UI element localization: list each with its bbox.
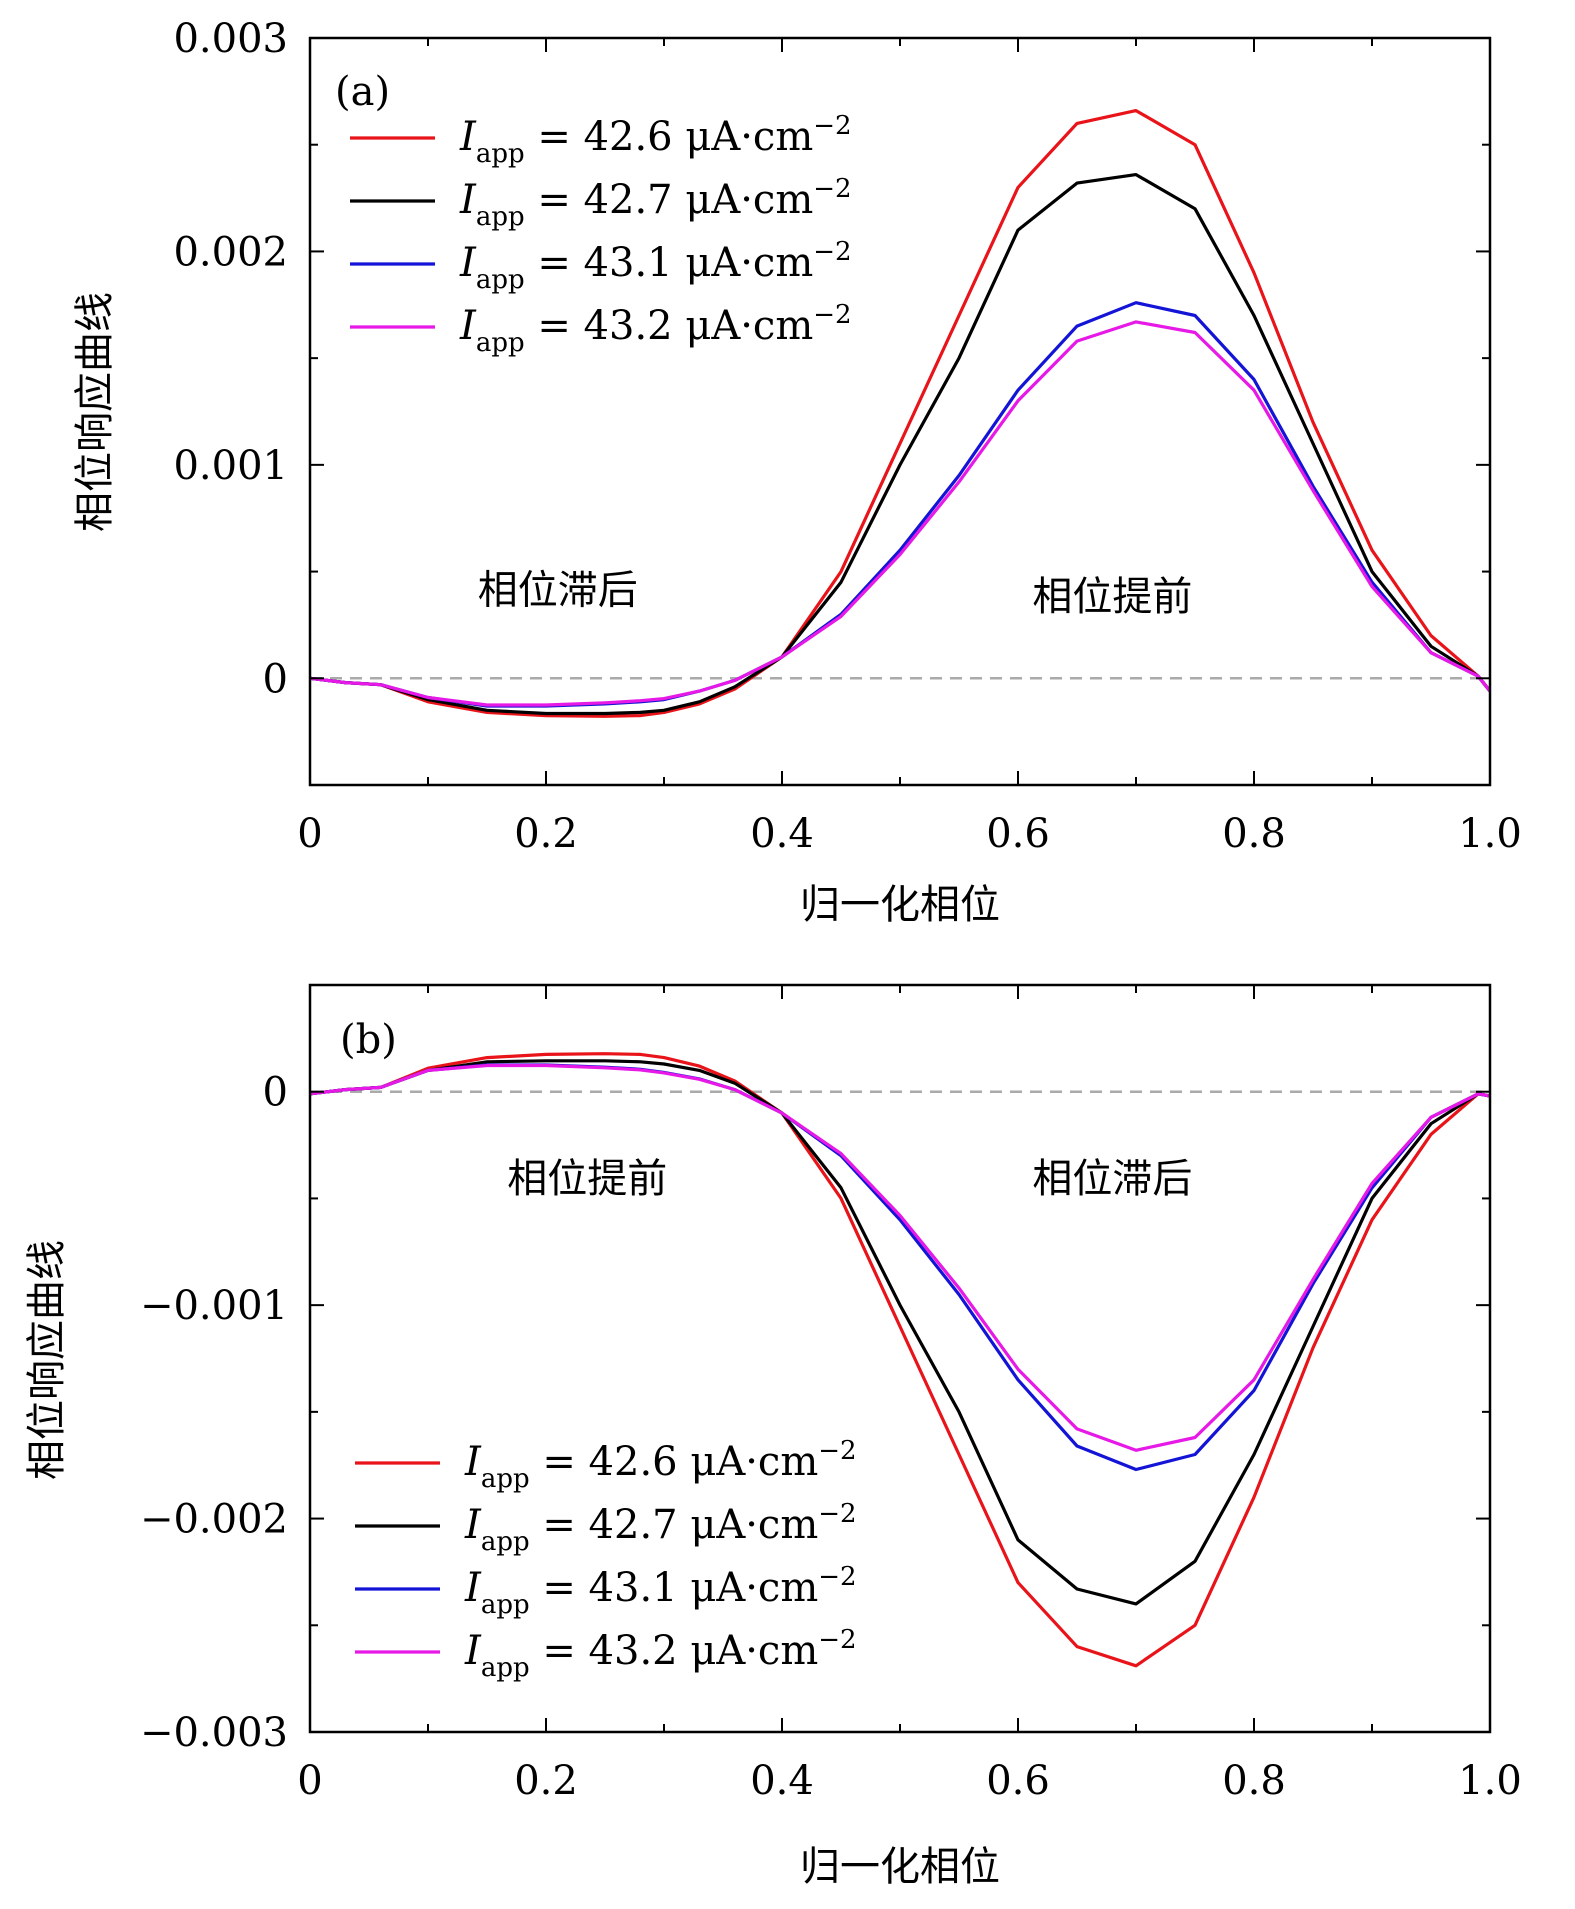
legend-superscript: −2 <box>818 1499 856 1529</box>
legend-symbol: I <box>459 114 477 160</box>
legend-value: = 42.7 μA·cm <box>530 1502 819 1548</box>
legend-value: = 42.6 μA·cm <box>525 114 814 160</box>
y-tick-label: 0.002 <box>173 229 288 275</box>
series-line-0 <box>310 1052 1490 1668</box>
series-line-3 <box>310 320 1490 707</box>
x-tick-label: 0.2 <box>514 811 578 857</box>
legend-subscript: app <box>476 265 525 295</box>
legend-entry: Iapp = 42.6 μA·cm−2 <box>459 111 852 169</box>
panel-label: (b) <box>340 1017 397 1063</box>
x-axis-label: 归一化相位 <box>800 882 1000 928</box>
y-tick-label: 0 <box>263 1070 288 1116</box>
legend-symbol: I <box>459 240 477 286</box>
x-axis-label: 归一化相位 <box>800 1844 1000 1890</box>
y-tick-label: 0.001 <box>173 443 288 489</box>
legend-symbol: I <box>464 1628 482 1674</box>
legend-symbol: I <box>459 303 477 349</box>
legend-subscript: app <box>481 1527 530 1557</box>
legend-superscript: −2 <box>818 1436 856 1466</box>
legend-superscript: −2 <box>813 174 851 204</box>
legend-value: = 43.2 μA·cm <box>525 303 814 349</box>
legend-entry: Iapp = 42.7 μA·cm−2 <box>459 174 852 232</box>
series-line-1 <box>310 1059 1490 1606</box>
x-tick-label: 1.0 <box>1458 811 1522 857</box>
legend-symbol: I <box>464 1439 482 1485</box>
legend-superscript: −2 <box>813 300 851 330</box>
legend-entry: Iapp = 43.1 μA·cm−2 <box>464 1562 857 1620</box>
x-tick-label: 0 <box>297 811 322 857</box>
y-axis-label: 相位响应曲线 <box>24 1240 70 1480</box>
legend-superscript: −2 <box>813 111 851 141</box>
phase-annotation: 相位提前 <box>1032 574 1192 620</box>
series-line-2 <box>310 1063 1490 1472</box>
legend-value: = 43.1 μA·cm <box>525 240 814 286</box>
legend-superscript: −2 <box>818 1562 856 1592</box>
x-tick-label: 0.2 <box>514 1758 578 1804</box>
x-tick-label: 0.6 <box>986 1758 1050 1804</box>
y-axis-label: 相位响应曲线 <box>72 292 118 532</box>
legend-subscript: app <box>481 1464 530 1494</box>
legend-entry: Iapp = 43.2 μA·cm−2 <box>459 300 852 358</box>
legend-subscript: app <box>476 139 525 169</box>
legend-entry: Iapp = 42.6 μA·cm−2 <box>464 1436 857 1494</box>
legend-entry: Iapp = 42.7 μA·cm−2 <box>464 1499 857 1557</box>
legend-subscript: app <box>476 202 525 232</box>
panel-label: (a) <box>335 69 390 115</box>
series-line-2 <box>310 301 1490 708</box>
x-tick-label: 1.0 <box>1458 1758 1522 1804</box>
legend-symbol: I <box>459 177 477 223</box>
phase-annotation: 相位滞后 <box>478 568 638 614</box>
panel-b: 0 0.2 0.4 0.6 0.8 1.0 0 −0.001 −0.002 −0.003 归一化相位… <box>24 983 1522 1890</box>
x-tick-label: 0.8 <box>1222 811 1286 857</box>
legend-value: = 43.1 μA·cm <box>530 1565 819 1611</box>
legend-value: = 43.2 μA·cm <box>530 1628 819 1674</box>
y-tick-label: 0.003 <box>173 16 288 62</box>
series-line-3 <box>310 1063 1490 1452</box>
y-tick-label: 0 <box>263 656 288 702</box>
legend-superscript: −2 <box>813 237 851 267</box>
series-line-1 <box>310 173 1490 716</box>
legend-subscript: app <box>481 1590 530 1620</box>
legend-symbol: I <box>464 1565 482 1611</box>
legend-superscript: −2 <box>818 1625 856 1655</box>
x-tick-label: 0.8 <box>1222 1758 1286 1804</box>
panel-a: 0 0.2 0.4 0.6 0.8 1.0 0 0.001 0.002 0.003 归一化相位 相位响… <box>72 16 1522 928</box>
legend-entry: Iapp = 43.2 μA·cm−2 <box>464 1625 857 1683</box>
legend-value: = 42.7 μA·cm <box>525 177 814 223</box>
x-tick-label: 0.4 <box>750 1758 814 1804</box>
phase-annotation: 相位滞后 <box>1032 1156 1192 1202</box>
legend-value: = 42.6 μA·cm <box>530 1439 819 1485</box>
y-tick-label: −0.002 <box>140 1497 288 1543</box>
y-tick-label: −0.001 <box>140 1283 288 1329</box>
x-tick-label: 0.6 <box>986 811 1050 857</box>
legend-subscript: app <box>476 328 525 358</box>
legend-symbol: I <box>464 1502 482 1548</box>
y-tick-label: −0.003 <box>140 1710 288 1756</box>
legend-subscript: app <box>481 1653 530 1683</box>
phase-annotation: 相位提前 <box>507 1156 667 1202</box>
x-tick-label: 0.4 <box>750 811 814 857</box>
series-line-0 <box>310 109 1490 718</box>
x-tick-label: 0 <box>297 1758 322 1804</box>
legend-entry: Iapp = 43.1 μA·cm−2 <box>459 237 852 295</box>
